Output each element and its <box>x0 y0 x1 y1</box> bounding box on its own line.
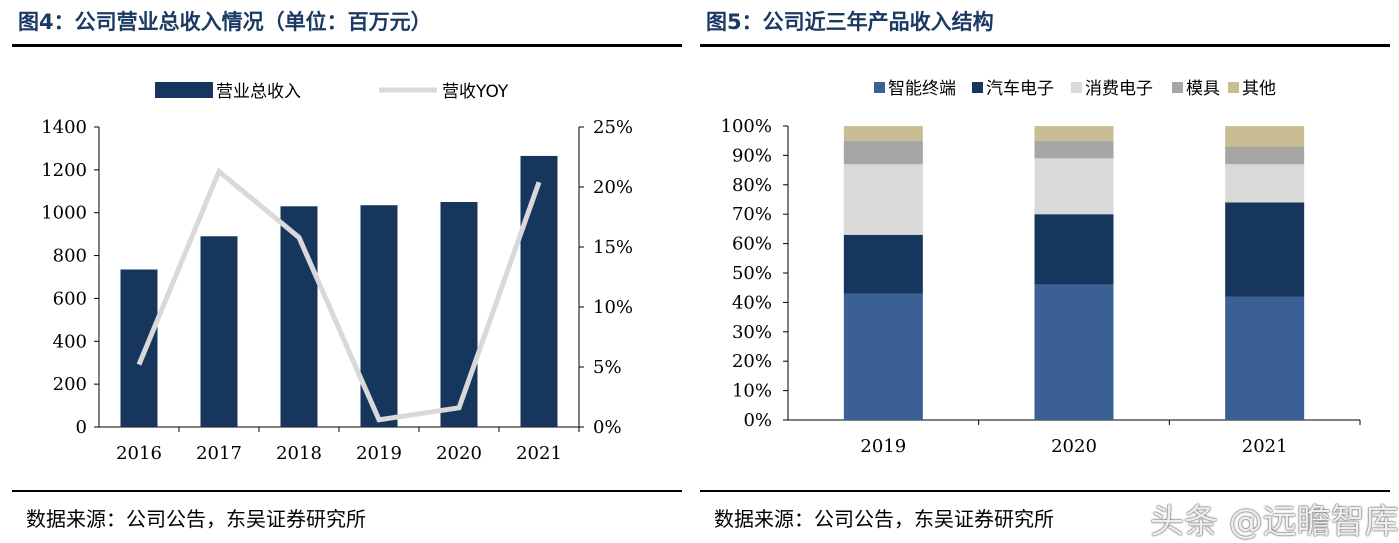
right-source-rule <box>700 490 1390 492</box>
y2-tick-label: 15% <box>593 237 633 258</box>
legend-swatch-1 <box>874 82 885 93</box>
left-source-note: 数据来源：公司公告，东吴证券研究所 <box>26 507 366 531</box>
x-tick-label: 2021 <box>1242 436 1288 457</box>
y-tick-label: 40% <box>732 292 772 313</box>
stack-segment-4 <box>1034 140 1114 159</box>
y2-tick-label: 5% <box>593 357 622 378</box>
right-source-note: 数据来源：公司公告，东吴证券研究所 <box>714 507 1054 531</box>
revenue-chart: 0 200 400 600 800 1000 1200 1400 0% 5% 10% 15% 20% 25… <box>41 82 633 464</box>
legend-swatch-5 <box>1228 82 1239 93</box>
stack-segment-3 <box>1034 158 1114 215</box>
revenue-bar <box>120 269 158 427</box>
legend-label-yoy: 营收YOY <box>442 82 509 102</box>
right-figure-title: 图5：公司近三年产品收入结构 <box>706 10 994 34</box>
y-tick-label: 400 <box>53 331 87 352</box>
stack-segment-3 <box>1225 164 1305 203</box>
y-tick-label: 20% <box>732 351 772 372</box>
legend-label-revenue: 营业总收入 <box>216 82 301 102</box>
y-tick-label: 800 <box>53 246 87 267</box>
legend-swatch-3 <box>1071 82 1082 93</box>
watermark-text: 头条 @远瞻智库 <box>1150 502 1399 542</box>
revenue-bar <box>520 155 558 427</box>
revenue-bar <box>200 236 238 427</box>
stack-segment-5 <box>1225 126 1305 147</box>
stack-segment-2 <box>1034 214 1114 285</box>
legend-swatch-revenue <box>155 82 213 98</box>
y-tick-label: 50% <box>732 263 772 284</box>
stack-segment-5 <box>1034 126 1114 141</box>
x-tick-label: 2019 <box>860 436 906 457</box>
stack-segment-5 <box>843 126 923 141</box>
stack-segment-4 <box>843 140 923 165</box>
y-tick-label: 0 <box>76 417 87 438</box>
y-tick-label: 1200 <box>41 160 87 181</box>
x-tick-label: 2021 <box>516 443 562 464</box>
left-source-rule <box>12 490 682 492</box>
x-tick-label: 2020 <box>436 443 482 464</box>
x-tick-label: 2017 <box>196 443 242 464</box>
y-tick-label: 70% <box>732 204 772 225</box>
legend-label-1: 智能终端 <box>888 79 956 99</box>
x-tick-label: 2018 <box>276 443 322 464</box>
x-tick-label: 2019 <box>356 443 402 464</box>
legend-label-4: 模具 <box>1186 79 1220 99</box>
stack-segment-1 <box>843 293 923 420</box>
y2-tick-label: 20% <box>593 177 633 198</box>
stack-segment-1 <box>1034 284 1114 420</box>
stack-segment-1 <box>1225 296 1305 420</box>
right-title-rule <box>700 44 1390 47</box>
x-tick-label: 2020 <box>1051 436 1097 457</box>
x-tick-label: 2016 <box>116 443 162 464</box>
y-tick-label: 600 <box>53 288 87 309</box>
y-tick-label: 200 <box>53 374 87 395</box>
y-tick-label: 1000 <box>41 203 87 224</box>
y-tick-label: 1400 <box>41 117 87 138</box>
y2-tick-label: 0% <box>593 417 622 438</box>
y-tick-label: 80% <box>732 175 772 196</box>
y-tick-label: 30% <box>732 322 772 343</box>
stack-segment-3 <box>843 164 923 235</box>
product-structure-chart: 0% 10% 20% 30% 40% 50% 60% 70% 80% 90% 100% 2019 202… <box>721 79 1361 457</box>
y2-tick-label: 25% <box>593 117 633 138</box>
stack-segment-2 <box>1225 202 1305 297</box>
right-figure-panel: 图5：公司近三年产品收入结构 0% 10% 20% 30% 40% 50% 60% 70% 80… <box>700 0 1390 543</box>
legend-label-3: 消费电子 <box>1085 79 1153 99</box>
revenue-bar <box>440 202 478 427</box>
yoy-line <box>136 167 542 423</box>
left-figure-panel: 图4：公司营业总收入情况（单位：百万元） 0 200 400 600 800 1000 12… <box>12 0 682 543</box>
y-tick-label: 90% <box>732 145 772 166</box>
legend-swatch-4 <box>1172 82 1183 93</box>
legend-label-2: 汽车电子 <box>986 79 1054 99</box>
y-tick-label: 0% <box>743 410 772 431</box>
y-tick-label: 10% <box>732 381 772 402</box>
y-tick-label: 60% <box>732 234 772 255</box>
legend-swatch-2 <box>972 82 983 93</box>
left-figure-title: 图4：公司营业总收入情况（单位：百万元） <box>18 10 432 34</box>
y2-tick-label: 10% <box>593 297 633 318</box>
left-title-rule <box>12 44 682 47</box>
y-tick-label: 100% <box>721 116 772 137</box>
legend-label-5: 其他 <box>1242 79 1276 99</box>
stack-segment-4 <box>1225 146 1305 165</box>
stack-segment-2 <box>843 234 923 294</box>
